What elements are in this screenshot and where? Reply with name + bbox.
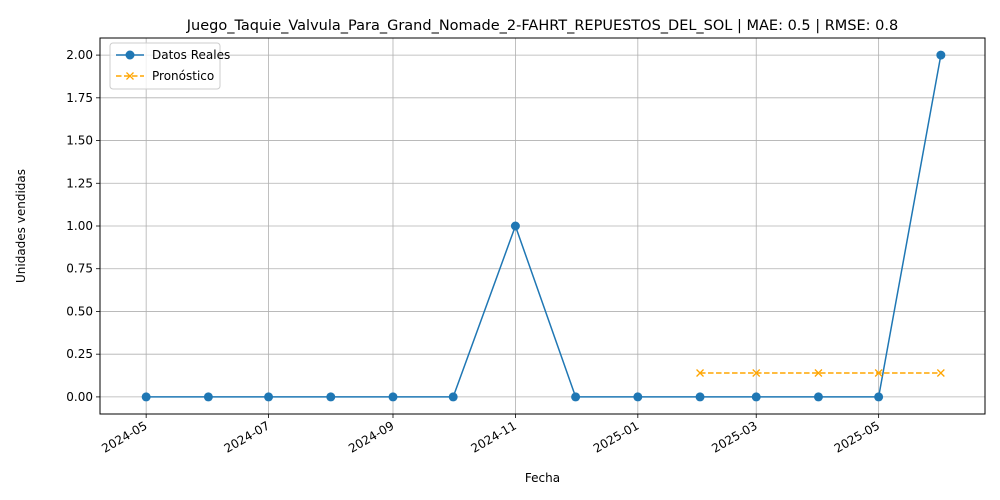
forecast-point	[752, 369, 761, 377]
series-layer	[141, 50, 946, 402]
forecast-point	[814, 369, 823, 377]
legend-marker	[126, 72, 134, 80]
data-point	[388, 392, 398, 402]
data-point	[141, 392, 151, 402]
data-point	[936, 50, 946, 60]
series-line-0	[146, 54, 942, 398]
data-point	[571, 392, 581, 402]
legend-label: Datos Reales	[152, 48, 230, 62]
data-point	[203, 392, 213, 402]
y-axis-label: Unidades vendidas	[14, 169, 28, 283]
data-point	[326, 392, 336, 402]
data-point	[874, 392, 884, 402]
forecast-point	[874, 369, 883, 377]
y-tick-label: 0.50	[66, 304, 93, 318]
y-tick-label: 0.25	[66, 347, 93, 361]
legend: Datos Reales Pronóstico	[109, 42, 230, 90]
data-point	[510, 221, 520, 231]
data-point	[751, 392, 761, 402]
data-point	[813, 392, 823, 402]
y-tick-label: 1.25	[66, 176, 93, 190]
y-tick-label: 1.50	[66, 134, 93, 148]
y-tick-label: 1.00	[66, 219, 93, 233]
y-tick-label: 0.00	[66, 390, 93, 404]
chart-title: Juego_Taquie_Valvula_Para_Grand_Nomade_2…	[186, 18, 899, 34]
grid	[100, 38, 985, 414]
y-axis: 0.00 0.25 0.50 0.75 1.00 1.25 1.50 1.75 2.00	[66, 48, 100, 404]
legend-marker	[125, 50, 135, 60]
forecast-point	[936, 369, 945, 377]
x-axis-label: Fecha	[525, 471, 560, 485]
data-point	[448, 392, 458, 402]
data-point	[695, 392, 705, 402]
y-tick-label: 2.00	[66, 48, 93, 62]
legend-label: Pronóstico	[152, 69, 214, 83]
forecast-point	[696, 369, 704, 377]
y-tick-label: 1.75	[66, 91, 93, 105]
y-tick-label: 0.75	[66, 262, 93, 276]
data-point	[264, 392, 274, 402]
data-point	[633, 392, 643, 402]
